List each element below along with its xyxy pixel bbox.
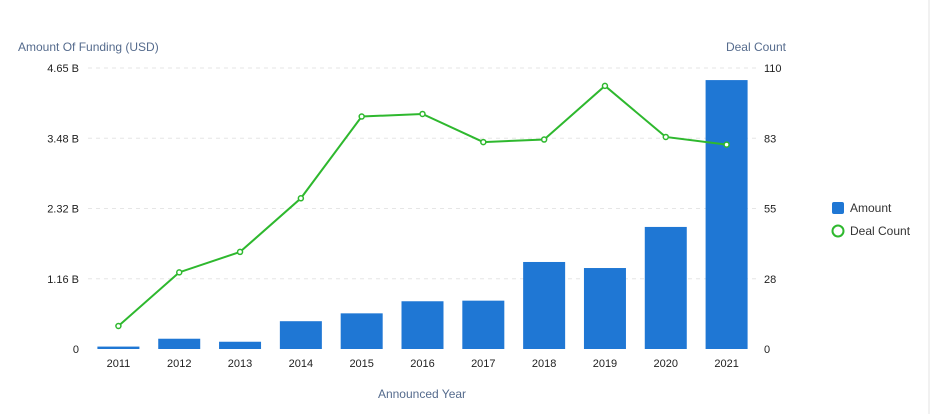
x-tick-label: 2015 [349, 358, 373, 370]
deal-count-point-2018 [542, 137, 547, 142]
deal-count-point-2019 [602, 83, 607, 88]
bar-2013 [219, 342, 261, 349]
deal-count-line [116, 83, 729, 328]
deal-count-point-2011 [116, 324, 121, 329]
legend-deal-count-swatch [833, 226, 844, 237]
x-axis-title: Announced Year [378, 387, 466, 401]
deal-count-point-2020 [663, 134, 668, 139]
bar-2016 [402, 301, 444, 349]
right-tick-label: 0 [764, 344, 770, 356]
x-tick-label: 2021 [714, 358, 738, 370]
deal-count-point-2012 [177, 270, 182, 275]
x-tick-label: 2018 [532, 358, 556, 370]
bar-2019 [584, 268, 626, 349]
left-tick-label: 2.32 B [47, 204, 79, 216]
x-tick-label: 2014 [289, 358, 313, 370]
right-axis-title: Deal Count [726, 40, 787, 54]
bar-2018 [523, 262, 565, 349]
bar-2012 [158, 339, 200, 349]
x-tick-label: 2019 [593, 358, 617, 370]
deal-count-point-2016 [420, 111, 425, 116]
legend-amount-swatch [832, 202, 844, 214]
bar-2017 [462, 301, 504, 349]
deal-count-polyline [118, 86, 726, 326]
right-tick-label: 28 [764, 274, 776, 286]
x-tick-label: 2012 [167, 358, 191, 370]
right-tick-label: 110 [764, 63, 782, 75]
deal-count-point-2015 [359, 114, 364, 119]
legend-amount-label: Amount [850, 201, 892, 215]
bar-2014 [280, 321, 322, 349]
bar-2011 [97, 347, 139, 349]
left-tick-label: 3.48 B [47, 133, 79, 145]
left-tick-label: 1.16 B [47, 274, 79, 286]
legend-deal-count-label: Deal Count [850, 224, 911, 238]
left-tick-label: 4.65 B [47, 63, 79, 75]
bar-2015 [341, 313, 383, 349]
bar-2021 [706, 80, 748, 349]
x-tick-label: 2011 [107, 358, 131, 370]
x-tick-label: 2013 [228, 358, 252, 370]
deal-count-point-2017 [481, 140, 486, 145]
deal-count-point-2014 [298, 196, 303, 201]
x-tick-label: 2017 [471, 358, 495, 370]
right-tick-label: 55 [764, 204, 776, 216]
bars [97, 80, 747, 349]
right-tick-label: 83 [764, 133, 776, 145]
legend: Amount Deal Count [832, 201, 911, 238]
deal-count-point-2021 [724, 142, 729, 147]
x-tick-label: 2016 [410, 358, 434, 370]
deal-count-point-2013 [238, 249, 243, 254]
bar-2020 [645, 227, 687, 349]
x-tick-label: 2020 [654, 358, 678, 370]
left-axis-title: Amount Of Funding (USD) [18, 40, 159, 54]
left-tick-label: 0 [73, 344, 79, 356]
